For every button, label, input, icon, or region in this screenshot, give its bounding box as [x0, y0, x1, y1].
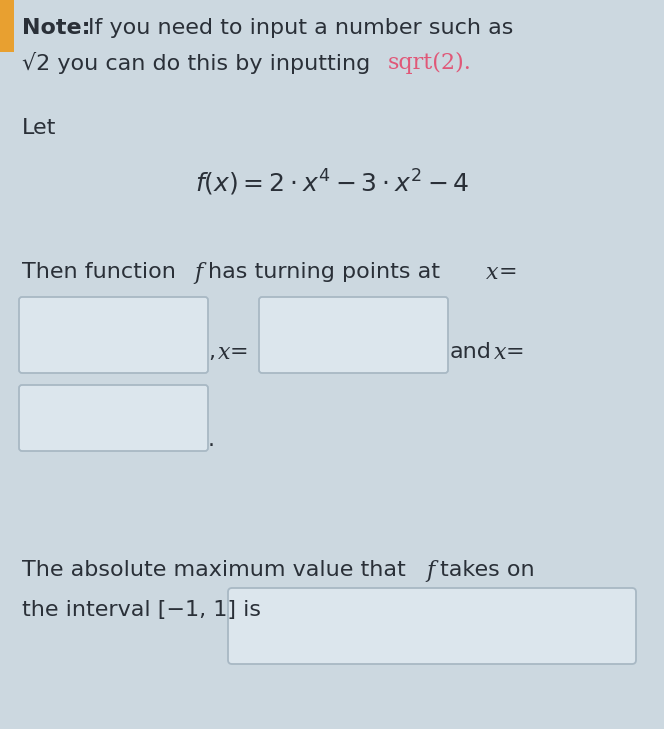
Text: √2 you can do this by inputting: √2 you can do this by inputting	[22, 52, 377, 74]
Text: =: =	[230, 342, 248, 362]
Text: =: =	[506, 342, 525, 362]
FancyBboxPatch shape	[19, 385, 208, 451]
Text: Let: Let	[22, 118, 56, 138]
Text: f: f	[194, 262, 203, 284]
Text: .: .	[208, 430, 215, 450]
Text: x: x	[218, 342, 230, 364]
Text: the interval [−1, 1] is: the interval [−1, 1] is	[22, 600, 261, 620]
FancyBboxPatch shape	[0, 0, 14, 52]
FancyBboxPatch shape	[19, 297, 208, 373]
Text: has turning points at: has turning points at	[208, 262, 447, 282]
Text: x: x	[486, 262, 499, 284]
FancyBboxPatch shape	[259, 297, 448, 373]
Text: ,: ,	[208, 342, 215, 362]
FancyBboxPatch shape	[228, 588, 636, 664]
Text: takes on: takes on	[440, 560, 535, 580]
Text: If you need to input a number such as: If you need to input a number such as	[88, 18, 513, 38]
Text: f: f	[426, 560, 434, 582]
Text: Note:: Note:	[22, 18, 90, 38]
Text: The absolute maximum value that: The absolute maximum value that	[22, 560, 413, 580]
Text: sqrt(2).: sqrt(2).	[388, 52, 472, 74]
Text: Then function: Then function	[22, 262, 183, 282]
Text: $f(x) = 2 \cdot x^4 - 3 \cdot x^2 - 4$: $f(x) = 2 \cdot x^4 - 3 \cdot x^2 - 4$	[195, 168, 469, 198]
Text: =: =	[499, 262, 518, 282]
Text: and: and	[450, 342, 492, 362]
Text: x: x	[494, 342, 507, 364]
